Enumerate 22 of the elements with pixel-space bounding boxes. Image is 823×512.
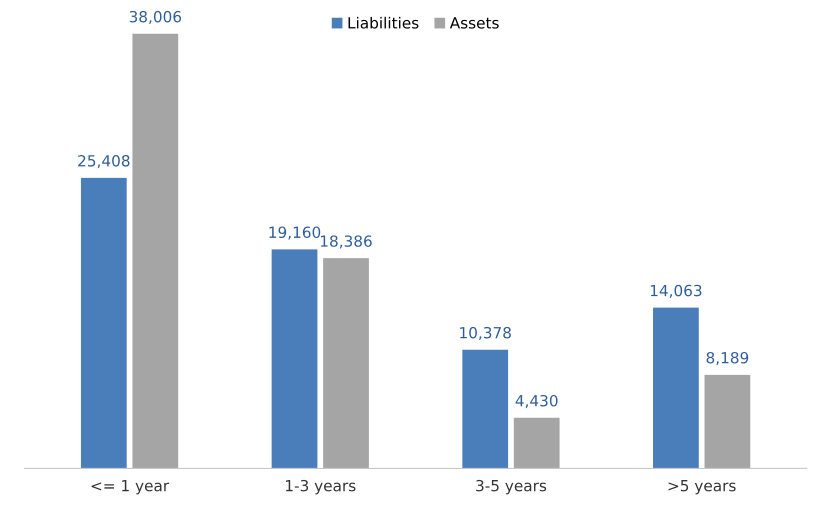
x-tick-label: 1-3 years — [286, 480, 356, 494]
bar — [272, 249, 318, 468]
data-label: 4,430 — [516, 394, 558, 408]
bar — [653, 308, 699, 468]
bar — [132, 34, 178, 468]
legend-label: Liabilities — [348, 16, 418, 29]
x-tick-label: >5 years — [668, 480, 736, 494]
legend-label: Assets — [450, 17, 499, 29]
data-label: 18,386 — [320, 235, 372, 248]
bar — [80, 178, 127, 468]
x-tick-label: 3-5 years — [476, 480, 546, 494]
data-label: 14,063 — [650, 284, 702, 298]
data-label: 38,006 — [130, 10, 182, 24]
x-tick-label: <= 1 year — [92, 480, 170, 494]
data-label: 19,160 — [269, 226, 320, 240]
data-label: 8,189 — [706, 352, 748, 366]
bar — [323, 258, 369, 468]
bar — [704, 374, 750, 468]
bar — [462, 350, 508, 468]
data-label: 10,378 — [460, 326, 511, 340]
bar — [514, 418, 560, 468]
data-label: 25,408 — [78, 155, 130, 168]
